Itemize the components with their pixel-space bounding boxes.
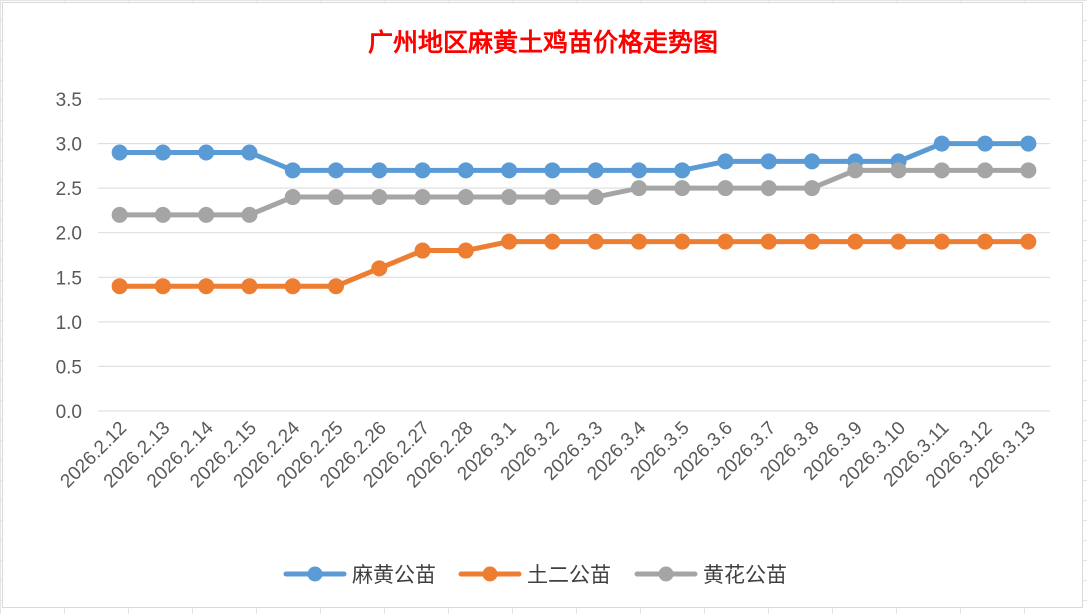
data-point	[457, 189, 474, 206]
data-point	[544, 233, 561, 250]
data-point	[111, 278, 128, 295]
legend-label: 黄花公苗	[703, 563, 787, 587]
y-tick-label: 3.5	[56, 90, 82, 111]
data-point	[587, 233, 604, 250]
series-3	[111, 162, 1037, 223]
series-2	[111, 233, 1037, 295]
data-point	[847, 162, 864, 179]
y-tick-label: 0.0	[56, 402, 82, 423]
data-point	[630, 162, 647, 179]
data-point	[1020, 162, 1037, 179]
data-point	[890, 162, 907, 179]
legend-item: 土二公苗	[458, 563, 611, 587]
data-point	[371, 162, 388, 179]
data-point	[414, 189, 431, 206]
data-point	[587, 162, 604, 179]
legend-item: 黄花公苗	[634, 563, 787, 587]
data-point	[154, 206, 171, 223]
data-point	[760, 180, 777, 197]
y-tick-label: 2.5	[56, 179, 82, 200]
data-point	[198, 278, 215, 295]
data-point	[284, 278, 301, 295]
legend: 麻黄公苗 土二公苗 黄花公苗	[283, 563, 787, 587]
data-point	[328, 189, 344, 206]
legend-label: 麻黄公苗	[352, 563, 436, 587]
data-point	[977, 162, 994, 179]
legend-item: 麻黄公苗	[283, 563, 436, 587]
data-point	[328, 162, 344, 179]
data-point	[933, 135, 950, 152]
data-point	[717, 180, 734, 197]
data-point	[457, 242, 474, 259]
data-point	[198, 206, 215, 223]
gridlines	[98, 98, 1050, 412]
data-point	[674, 180, 691, 197]
legend-swatch-marker	[307, 566, 323, 582]
data-point	[501, 162, 518, 179]
data-point	[154, 278, 171, 295]
legend-label: 土二公苗	[527, 563, 611, 587]
data-point	[544, 189, 561, 206]
data-point	[241, 144, 258, 161]
legend-swatch-marker	[482, 566, 498, 582]
data-point	[328, 278, 344, 295]
data-point	[847, 233, 864, 250]
y-tick-label: 1.0	[56, 313, 82, 334]
data-point	[760, 153, 777, 170]
y-tick-label: 0.5	[56, 357, 82, 378]
y-tick-label: 3.0	[56, 135, 82, 156]
data-point	[977, 233, 994, 250]
data-point	[977, 135, 994, 152]
data-point	[154, 144, 171, 161]
y-tick-label: 2.0	[56, 224, 82, 245]
data-point	[414, 162, 431, 179]
data-point	[933, 233, 950, 250]
series-line	[117, 141, 1031, 173]
data-point	[198, 144, 215, 161]
data-point	[717, 233, 734, 250]
data-point	[241, 278, 258, 295]
data-point	[760, 233, 777, 250]
data-point	[371, 189, 388, 206]
data-point	[630, 180, 647, 197]
legend-swatch-marker	[658, 566, 674, 582]
series-group	[111, 135, 1037, 295]
data-point	[1020, 135, 1037, 152]
data-point	[1020, 233, 1037, 250]
y-axis-ticks: 0.0 0.5 1.0 1.5 2.0 2.5 3.0 3.5	[56, 90, 82, 423]
line-chart: 广州地区麻黄土鸡苗价格走势图 0.00.51.01.52.02.53.03.5 …	[56, 28, 1050, 587]
data-point	[587, 189, 604, 206]
data-point	[284, 189, 301, 206]
y-tick-label: 1.5	[56, 268, 82, 289]
data-point	[804, 233, 820, 250]
data-point	[804, 180, 820, 197]
data-point	[241, 206, 258, 223]
data-point	[371, 260, 388, 277]
data-point	[414, 242, 431, 259]
data-point	[674, 162, 691, 179]
data-point	[890, 233, 907, 250]
chart-title: 广州地区麻黄土鸡苗价格走势图	[368, 28, 718, 57]
data-point	[674, 233, 691, 250]
series-line	[117, 167, 1031, 218]
data-point	[501, 233, 518, 250]
data-point	[111, 144, 128, 161]
data-point	[457, 162, 474, 179]
data-point	[284, 162, 301, 179]
data-point	[804, 153, 820, 170]
data-point	[933, 162, 950, 179]
series-1	[111, 135, 1037, 179]
data-point	[501, 189, 518, 206]
data-point	[630, 233, 647, 250]
series-line	[117, 239, 1031, 289]
data-point	[544, 162, 561, 179]
x-axis-ticks: 2026.2.122026.2.132026.2.142026.2.152026…	[57, 417, 1040, 492]
data-point	[111, 206, 128, 223]
data-point	[717, 153, 734, 170]
